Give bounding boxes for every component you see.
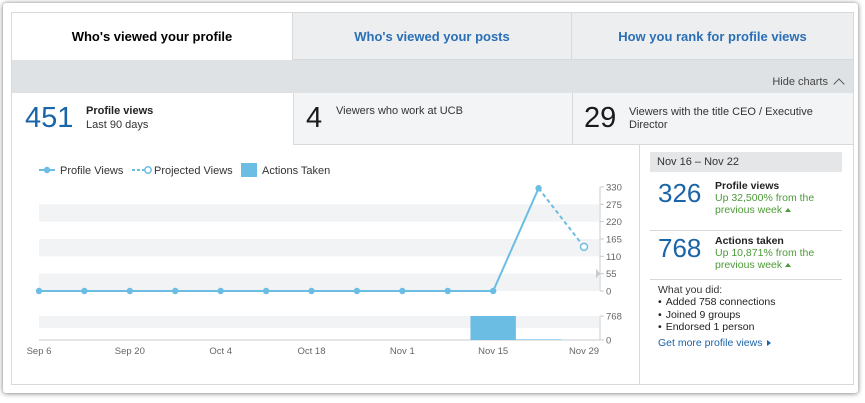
grid-band [39, 273, 599, 291]
stat-label: Viewers who work at UCB [336, 105, 463, 117]
profile-views-point [308, 287, 315, 295]
chevron-up-icon [833, 78, 845, 90]
legend-profile-views: Profile Views [60, 165, 124, 177]
chevron-right-icon [767, 340, 772, 346]
up-arrow-icon [785, 263, 792, 267]
metric-value: 326 [658, 178, 702, 208]
profile-views-point [353, 287, 361, 295]
x-tick-label: Oct 18 [298, 346, 326, 357]
toolbar-strip [11, 60, 854, 93]
tab-rank-profile-views[interactable]: How you rank for profile views [572, 12, 854, 60]
y-tick-label: 110 [606, 252, 621, 263]
profile-views-chart: 330 275 220 165 110 55 0 768 0 Sep 6 Sep 20 Oct 4 Oc… [27, 163, 622, 357]
y-tick-label: 275 [606, 200, 622, 211]
chart-legend: Profile Views Projected Views Actions Ta… [39, 163, 330, 177]
profile-views-point [489, 287, 497, 295]
metric-change: Up 32,500% from the previous week [715, 192, 815, 216]
profile-views-point [444, 287, 451, 295]
legend-marker-profile-views [43, 166, 51, 174]
divider [650, 279, 842, 280]
y-tick-label: 55 [606, 269, 617, 280]
grid-band [39, 204, 599, 222]
y-tick-label: 165 [606, 235, 622, 246]
action-bar [470, 316, 516, 340]
list-item: Joined 9 groups [658, 309, 775, 322]
profile-views-point [81, 287, 88, 295]
bar-band [39, 316, 599, 328]
legend-marker-projected [144, 166, 152, 174]
hide-charts-button[interactable]: Hide charts [772, 76, 845, 90]
grid-band [39, 239, 599, 257]
y-tick-label: 330 [606, 183, 622, 194]
what-you-did-list: Added 758 connections Joined 9 groups En… [658, 296, 776, 334]
what-you-did-title: What you did: [658, 284, 723, 296]
stat-profile-views[interactable]: 451 Profile views Last 90 days [11, 93, 293, 145]
get-more-profile-views-link[interactable]: Get more profile views [658, 337, 772, 349]
tab-whos-viewed-profile[interactable]: Who's viewed your profile [11, 12, 293, 60]
list-item: Added 758 connections [658, 296, 776, 309]
chart-area: 330 275 220 165 110 55 0 768 0 Sep 6 Sep 20 Oct 4 Oc… [11, 145, 639, 384]
profile-views-point [262, 287, 270, 295]
stat-label: Profile views [86, 105, 154, 117]
projected-views-line [537, 187, 585, 248]
profile-views-point [399, 287, 406, 295]
metric-change: Up 10,871% from the previous week [715, 247, 815, 271]
x-tick-label: Nov 15 [478, 346, 508, 357]
bar-y-tick-label: 768 [606, 312, 622, 323]
up-arrow-icon [785, 208, 792, 212]
y-tick-label: 220 [606, 217, 622, 228]
marker-triangle [596, 268, 600, 279]
list-item: Endorsed 1 person [658, 321, 775, 334]
action-bar [515, 339, 562, 340]
divider [650, 230, 842, 231]
tab-whos-viewed-posts[interactable]: Who's viewed your posts [293, 12, 572, 60]
x-tick-label: Oct 4 [209, 346, 232, 357]
profile-views-point [35, 287, 43, 295]
x-tick-label: Sep 20 [115, 346, 145, 357]
metric-label: Profile views [715, 180, 780, 192]
legend-marker-actions [241, 163, 257, 177]
y-tick-label: 0 [606, 287, 611, 298]
stat-value: 451 [25, 102, 74, 134]
x-tick-label: Nov 29 [569, 346, 599, 357]
profile-views-point [217, 287, 224, 295]
stat-sublabel: Last 90 days [86, 119, 149, 131]
bar-y-tick-label: 0 [606, 336, 611, 347]
x-tick-label: Sep 6 [27, 346, 52, 357]
tab-bar: Who's viewed your profile Who's viewed y… [11, 12, 854, 60]
projected-views-point [579, 242, 589, 252]
legend-projected-views: Projected Views [154, 165, 233, 177]
x-tick-label: Nov 1 [390, 346, 415, 357]
stat-value: 29 [584, 102, 617, 134]
profile-views-line [39, 187, 540, 292]
legend-actions-taken: Actions Taken [262, 165, 330, 177]
stats-row: 451 Profile views Last 90 days 4 Viewers… [11, 93, 854, 145]
profile-views-point [172, 287, 179, 295]
stat-label: Viewers with the title CEO / Executive D… [629, 106, 813, 131]
hide-charts-label: Hide charts [772, 76, 828, 88]
stat-viewers-ceo[interactable]: 29 Viewers with the title CEO / Executiv… [572, 93, 854, 145]
week-range: Nov 16 – Nov 22 [650, 152, 842, 172]
profile-views-point [126, 287, 134, 295]
metric-value: 768 [658, 233, 702, 263]
metric-label: Actions taken [715, 235, 784, 247]
week-summary-panel: Nov 16 – Nov 22 326 Profile views Up 32,… [639, 145, 854, 384]
stat-value: 4 [306, 102, 323, 134]
stat-viewers-ucb[interactable]: 4 Viewers who work at UCB [293, 93, 572, 145]
bottom-border [11, 384, 854, 385]
